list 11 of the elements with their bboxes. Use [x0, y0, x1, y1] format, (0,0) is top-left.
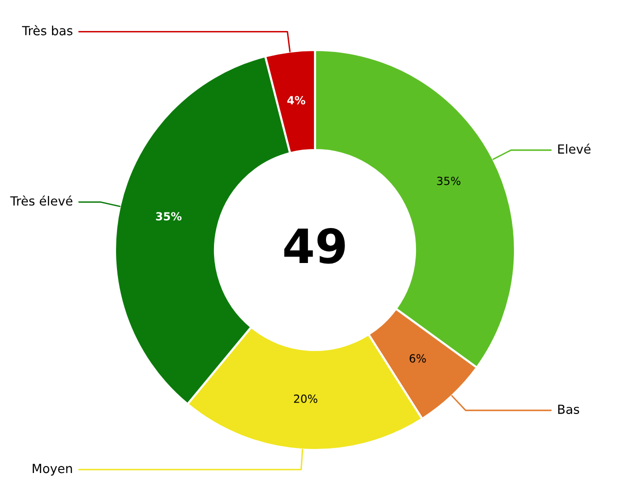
data-label: 6% [410, 354, 426, 363]
data-label: 35% [437, 176, 460, 186]
slice-label: Bas [558, 404, 580, 414]
data-label: 35% [156, 212, 182, 220]
slice-label: Très élevé [10, 195, 72, 206]
slice-label: Elevé [558, 144, 590, 154]
data-label: 20% [294, 394, 318, 403]
text: 49 [284, 228, 345, 264]
slice-label: Très bas [22, 25, 72, 36]
slice-label: Moyen [32, 464, 72, 476]
data-label: 4% [287, 96, 306, 104]
